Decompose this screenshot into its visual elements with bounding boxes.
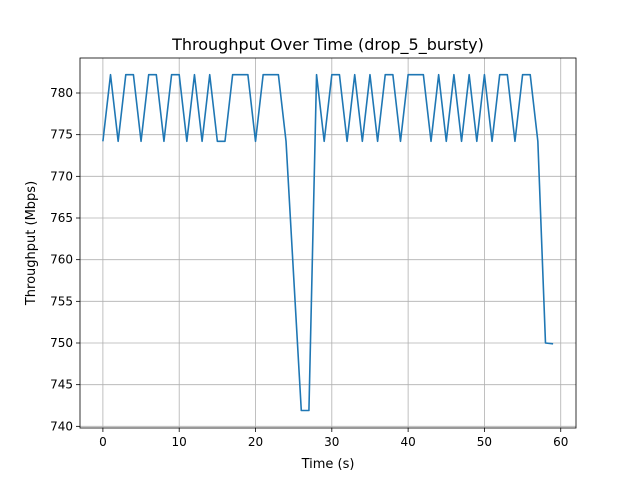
x-tick-label: 20 [248, 435, 263, 449]
x-tick-label: 30 [324, 435, 339, 449]
x-tick-label: 0 [99, 435, 107, 449]
x-tick-label: 10 [172, 435, 187, 449]
throughput-series-line [102, 73, 554, 412]
axis-ticks: 0 10 20 30 40 50 60 740 745 750 755 760 765 770 775 780 [50, 86, 568, 449]
y-tick-label: 750 [50, 336, 73, 350]
x-tick-label: 60 [553, 435, 568, 449]
y-tick-label: 775 [50, 128, 73, 142]
y-axis-label: Throughput (Mbps) [24, 181, 39, 306]
chart-title: Throughput Over Time (drop_5_bursty) [171, 35, 484, 55]
y-tick-label: 765 [50, 211, 73, 225]
y-tick-label: 780 [50, 86, 73, 100]
series-layer [102, 73, 554, 412]
plot-frame [79, 57, 577, 429]
y-tick-label: 745 [50, 378, 73, 392]
y-tick-label: 760 [50, 253, 73, 267]
grid-lines [80, 58, 576, 428]
x-tick-label: 50 [477, 435, 492, 449]
y-tick-label: 755 [50, 294, 73, 308]
y-tick-label: 740 [50, 419, 73, 433]
x-axis-label: Time (s) [301, 457, 355, 472]
x-tick-label: 40 [400, 435, 415, 449]
y-tick-label: 770 [50, 169, 73, 183]
